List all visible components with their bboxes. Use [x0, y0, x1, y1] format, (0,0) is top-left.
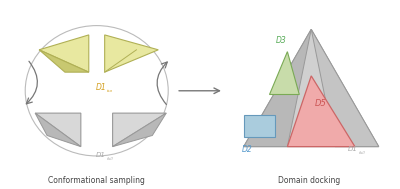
- Polygon shape: [35, 113, 81, 147]
- Text: full: full: [107, 156, 114, 160]
- Polygon shape: [105, 35, 158, 72]
- Text: D5: D5: [315, 99, 327, 108]
- Text: D2: D2: [242, 145, 253, 154]
- Polygon shape: [113, 113, 166, 147]
- Polygon shape: [244, 115, 276, 137]
- Text: Conformational sampling: Conformational sampling: [48, 176, 145, 185]
- Polygon shape: [311, 29, 379, 147]
- Polygon shape: [39, 35, 89, 72]
- Text: D1: D1: [95, 83, 106, 91]
- Text: full: full: [359, 151, 366, 155]
- Polygon shape: [39, 50, 89, 72]
- Polygon shape: [244, 29, 379, 147]
- Polygon shape: [35, 113, 81, 147]
- Polygon shape: [113, 113, 166, 147]
- Text: D3: D3: [276, 36, 286, 45]
- Polygon shape: [287, 76, 355, 147]
- Polygon shape: [270, 52, 299, 94]
- Text: iso: iso: [107, 88, 113, 93]
- Polygon shape: [244, 29, 311, 147]
- Text: D1: D1: [348, 146, 358, 153]
- Text: Domain docking: Domain docking: [278, 176, 340, 185]
- Text: D1: D1: [96, 152, 106, 158]
